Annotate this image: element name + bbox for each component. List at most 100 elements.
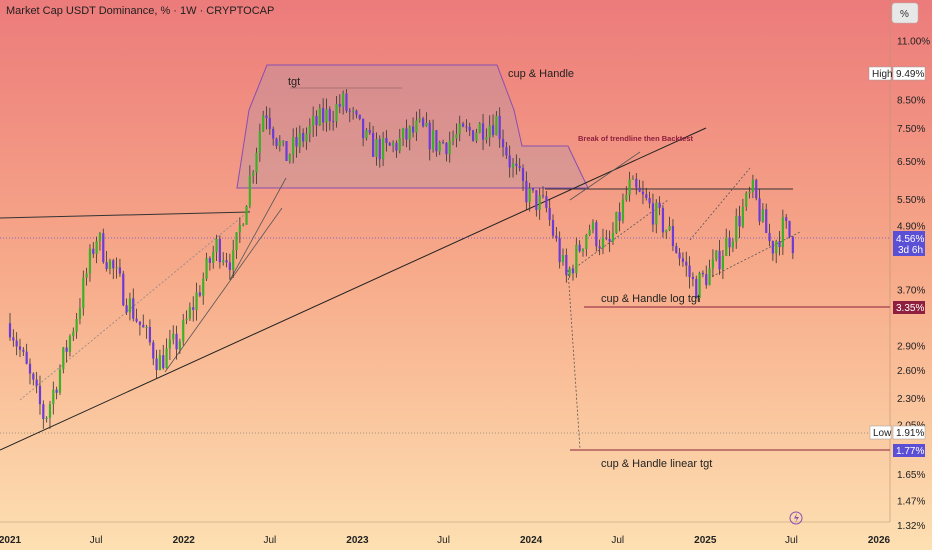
- candle-down: [675, 246, 678, 253]
- candle-down: [678, 252, 681, 259]
- candle-up: [115, 267, 118, 269]
- candle-up: [82, 277, 85, 309]
- candle-up: [451, 138, 455, 141]
- candle-down: [225, 260, 228, 263]
- lightning-icon[interactable]: [789, 511, 803, 525]
- candle-up: [52, 389, 55, 405]
- lightning-icon-circle[interactable]: [789, 511, 803, 525]
- candle-up: [528, 188, 531, 203]
- rise-dotted-2021: [19, 209, 251, 401]
- y-tick-label: 2.60%: [897, 366, 925, 377]
- candle-down: [65, 347, 68, 352]
- current-countdown: 3d 6h: [898, 245, 923, 256]
- y-tick-label: 7.50%: [897, 124, 925, 135]
- candle-down: [685, 261, 688, 266]
- unit-button[interactable]: %: [891, 2, 919, 24]
- low-value: 1.91%: [896, 428, 924, 439]
- candle-down: [645, 194, 648, 199]
- candle-up: [255, 152, 258, 173]
- candle-down: [355, 110, 358, 115]
- candle-down: [218, 238, 221, 263]
- candle-down: [25, 351, 28, 364]
- candle-up: [158, 355, 162, 370]
- candle-down: [368, 130, 371, 133]
- candle-down: [435, 130, 438, 152]
- candle-up: [741, 206, 744, 227]
- candle-up: [248, 175, 251, 207]
- candle-up: [252, 172, 255, 176]
- candle-down: [598, 246, 601, 249]
- candle-up: [85, 273, 88, 278]
- candle-down: [541, 195, 545, 197]
- candle-up: [585, 234, 588, 249]
- candle-up: [581, 248, 585, 252]
- candle-up: [458, 123, 461, 135]
- current-badge-box: [893, 231, 925, 256]
- candle-up: [78, 308, 82, 319]
- candle-up: [488, 125, 491, 138]
- high-value: 9.49%: [896, 69, 924, 80]
- candle-down: [22, 349, 25, 352]
- candle-down: [501, 139, 505, 148]
- y-tick-label: 3.70%: [897, 286, 925, 297]
- candle-down: [565, 254, 568, 276]
- candle-up: [731, 241, 734, 248]
- candle-down: [395, 142, 398, 151]
- candle-down: [788, 220, 791, 237]
- linear-target-value: 1.77%: [896, 446, 924, 457]
- annotation-breakout: Break of trendline then Backtest: [578, 134, 694, 143]
- candle-up: [342, 93, 345, 107]
- candle-down: [328, 109, 331, 122]
- x-tick-label: 2024: [520, 535, 543, 546]
- candle-up: [215, 238, 218, 253]
- candle-up: [145, 326, 148, 328]
- candle-up: [258, 131, 261, 153]
- candle-down: [132, 298, 135, 319]
- candle-down: [688, 265, 691, 277]
- candle-up: [735, 216, 738, 242]
- candle-up: [455, 134, 458, 139]
- candle-up: [168, 339, 172, 349]
- candle-up: [775, 241, 778, 254]
- candle-down: [658, 202, 661, 208]
- candle-down: [605, 237, 608, 239]
- y-tick-label: 5.50%: [897, 195, 925, 206]
- candle-down: [155, 358, 158, 370]
- candle-down: [38, 385, 42, 405]
- x-tick-label: Jul: [785, 535, 798, 546]
- x-tick-label: 2026: [868, 535, 891, 546]
- candle-down: [388, 142, 391, 146]
- candle-up: [202, 278, 205, 296]
- candle-down: [18, 346, 22, 350]
- y-tick-label: 4.90%: [897, 221, 925, 232]
- current-value: 4.56%: [896, 234, 924, 245]
- candle-up: [195, 292, 198, 310]
- candle-down: [348, 110, 351, 112]
- candle-down: [15, 340, 18, 347]
- candle-up: [58, 369, 62, 393]
- y-tick-label: 11.00%: [897, 37, 930, 48]
- candle-up: [288, 154, 291, 161]
- y-tick-label: 2.90%: [897, 341, 925, 352]
- current-badge: 4.56% 3d 6h: [893, 231, 925, 256]
- candle-up: [72, 331, 75, 337]
- x-tick-label: 2025: [694, 535, 717, 546]
- y-tick-label: 6.50%: [897, 157, 925, 168]
- candle-up: [711, 259, 715, 269]
- unit-button-box[interactable]: [891, 2, 919, 24]
- candle-down: [648, 198, 651, 204]
- candle-up: [312, 115, 315, 126]
- x-tick-label: 2021: [0, 535, 22, 546]
- candle-down: [768, 232, 771, 242]
- candle-down: [152, 342, 155, 359]
- candle-up: [415, 120, 418, 133]
- candle-down: [548, 207, 551, 220]
- candle-up: [98, 233, 102, 242]
- channel-2024-upper: [569, 151, 641, 201]
- candle-down: [671, 226, 675, 247]
- high-label-box: [868, 66, 892, 81]
- candle-up: [318, 108, 321, 126]
- candle-up: [382, 137, 385, 160]
- candle-down: [285, 141, 288, 161]
